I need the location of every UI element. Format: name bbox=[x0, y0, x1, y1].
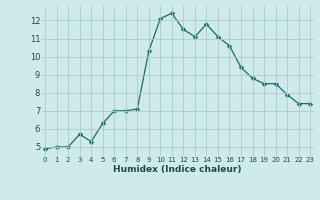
X-axis label: Humidex (Indice chaleur): Humidex (Indice chaleur) bbox=[113, 165, 242, 174]
